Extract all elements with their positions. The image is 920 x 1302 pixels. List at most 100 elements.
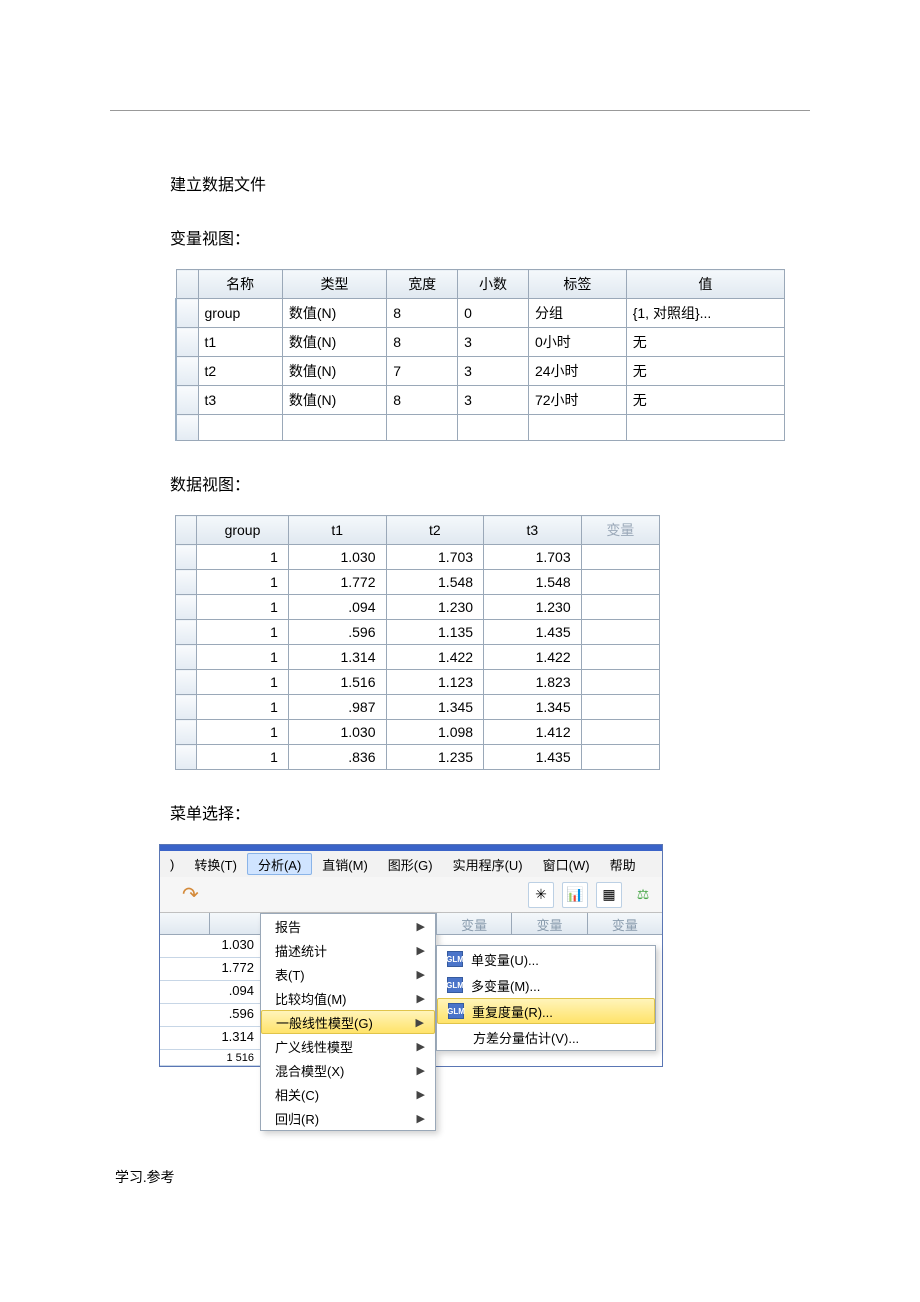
cell[interactable]: t1 <box>198 328 282 357</box>
row-handle[interactable] <box>176 545 197 570</box>
cell-empty[interactable] <box>581 645 659 670</box>
row-handle[interactable] <box>176 386 198 415</box>
col-width[interactable]: 宽度 <box>387 270 458 299</box>
data-cell[interactable]: 1 516 <box>160 1050 260 1066</box>
redo-icon[interactable]: ↷ <box>182 882 199 907</box>
menu-item[interactable]: 混合模型(X)▶ <box>261 1058 435 1082</box>
cell-empty[interactable] <box>581 695 659 720</box>
cell[interactable]: 1.412 <box>484 720 582 745</box>
cell[interactable]: 72小时 <box>528 386 626 415</box>
cell[interactable]: .836 <box>288 745 386 770</box>
cell[interactable]: 1.548 <box>386 570 484 595</box>
row-handle[interactable] <box>176 595 197 620</box>
menu-item[interactable]: 广义线性模型▶ <box>261 1034 435 1058</box>
cell[interactable]: 1.135 <box>386 620 484 645</box>
cell[interactable]: 1.314 <box>288 645 386 670</box>
cell[interactable]: 1 <box>197 595 289 620</box>
menu-item[interactable]: 一般线性模型(G)▶ <box>261 1010 435 1034</box>
cell[interactable]: 3 <box>458 328 529 357</box>
row-handle[interactable] <box>176 299 198 328</box>
cell[interactable] <box>198 415 282 441</box>
toolbar-icon-4[interactable]: ⚖ <box>630 882 656 908</box>
cell[interactable]: 0 <box>458 299 529 328</box>
table-row[interactable]: 11.3141.4221.422 <box>176 645 660 670</box>
cell[interactable]: 1.098 <box>386 720 484 745</box>
cell[interactable]: .987 <box>288 695 386 720</box>
table-row[interactable]: 11.0301.0981.412 <box>176 720 660 745</box>
cell[interactable]: 1.772 <box>288 570 386 595</box>
submenu-item[interactable]: 方差分量估计(V)... <box>437 1024 655 1050</box>
submenu-item[interactable]: GLM单变量(U)... <box>437 946 655 972</box>
menu-analyze[interactable]: 分析(A) <box>247 853 312 875</box>
table-row[interactable]: 1.9871.3451.345 <box>176 695 660 720</box>
cell[interactable]: 8 <box>387 386 458 415</box>
cell[interactable]: 1 <box>197 545 289 570</box>
toolbar-icon-2[interactable]: 📊 <box>562 882 588 908</box>
table-row[interactable] <box>176 415 785 441</box>
cell[interactable]: 0小时 <box>528 328 626 357</box>
cell[interactable]: 1.703 <box>484 545 582 570</box>
col-name[interactable]: 名称 <box>198 270 282 299</box>
cell[interactable]: t3 <box>198 386 282 415</box>
cell[interactable]: {1, 对照组}... <box>626 299 784 328</box>
cell[interactable]: 分组 <box>528 299 626 328</box>
menu-item[interactable]: 相关(C)▶ <box>261 1082 435 1106</box>
cell[interactable]: .094 <box>288 595 386 620</box>
menu-item[interactable]: 表(T)▶ <box>261 962 435 986</box>
table-row[interactable]: t3数值(N)8372小时无 <box>176 386 785 415</box>
cell[interactable]: 无 <box>626 357 784 386</box>
data-cell[interactable]: .094 <box>160 981 260 1004</box>
menu-direct-marketing[interactable]: 直销(M) <box>312 855 378 874</box>
cell[interactable]: 1.345 <box>484 695 582 720</box>
cell[interactable]: 8 <box>387 328 458 357</box>
table-row[interactable]: group数值(N)80分组{1, 对照组}... <box>176 299 785 328</box>
col-label[interactable]: 标签 <box>528 270 626 299</box>
submenu-item[interactable]: GLM重复度量(R)... <box>437 998 655 1024</box>
cell[interactable] <box>387 415 458 441</box>
cell[interactable]: 1 <box>197 670 289 695</box>
cell[interactable]: 1.422 <box>484 645 582 670</box>
cell[interactable]: 无 <box>626 328 784 357</box>
cell[interactable]: 1 <box>197 720 289 745</box>
cell[interactable]: 1.823 <box>484 670 582 695</box>
cell[interactable]: 1 <box>197 695 289 720</box>
cell[interactable] <box>282 415 386 441</box>
cell[interactable]: 1 <box>197 570 289 595</box>
cell-empty[interactable] <box>581 545 659 570</box>
cell[interactable]: 1.030 <box>288 720 386 745</box>
cell[interactable]: t2 <box>198 357 282 386</box>
table-row[interactable]: 11.5161.1231.823 <box>176 670 660 695</box>
toolbar-icon-3[interactable]: ▦ <box>596 882 622 908</box>
cell[interactable]: 1 <box>197 620 289 645</box>
table-row[interactable]: t1数值(N)830小时无 <box>176 328 785 357</box>
cell[interactable]: 24小时 <box>528 357 626 386</box>
table-row[interactable]: 1.8361.2351.435 <box>176 745 660 770</box>
menu-item[interactable]: 回归(R)▶ <box>261 1106 435 1130</box>
submenu-item[interactable]: GLM多变量(M)... <box>437 972 655 998</box>
cell[interactable]: 3 <box>458 386 529 415</box>
cell[interactable]: 1 <box>197 645 289 670</box>
data-cell[interactable]: .596 <box>160 1004 260 1027</box>
cell[interactable]: 1.516 <box>288 670 386 695</box>
row-handle[interactable] <box>176 620 197 645</box>
menu-item[interactable]: 描述统计▶ <box>261 938 435 962</box>
cell[interactable]: 1.703 <box>386 545 484 570</box>
menu-help[interactable]: 帮助 <box>600 855 646 874</box>
cell[interactable]: 1.030 <box>288 545 386 570</box>
cell[interactable]: 数值(N) <box>282 357 386 386</box>
menu-utilities[interactable]: 实用程序(U) <box>443 855 533 874</box>
col-decimals[interactable]: 小数 <box>458 270 529 299</box>
table-row[interactable]: 11.0301.7031.703 <box>176 545 660 570</box>
col-group[interactable]: group <box>197 516 289 545</box>
cell-empty[interactable] <box>581 670 659 695</box>
col-type[interactable]: 类型 <box>282 270 386 299</box>
menu-transform[interactable]: 转换(T) <box>184 855 247 874</box>
cell[interactable]: 无 <box>626 386 784 415</box>
cell[interactable]: 1.235 <box>386 745 484 770</box>
cell[interactable] <box>458 415 529 441</box>
row-handle[interactable] <box>176 645 197 670</box>
cell[interactable] <box>528 415 626 441</box>
cell-empty[interactable] <box>581 720 659 745</box>
cell[interactable]: 1.123 <box>386 670 484 695</box>
row-handle[interactable] <box>176 745 197 770</box>
